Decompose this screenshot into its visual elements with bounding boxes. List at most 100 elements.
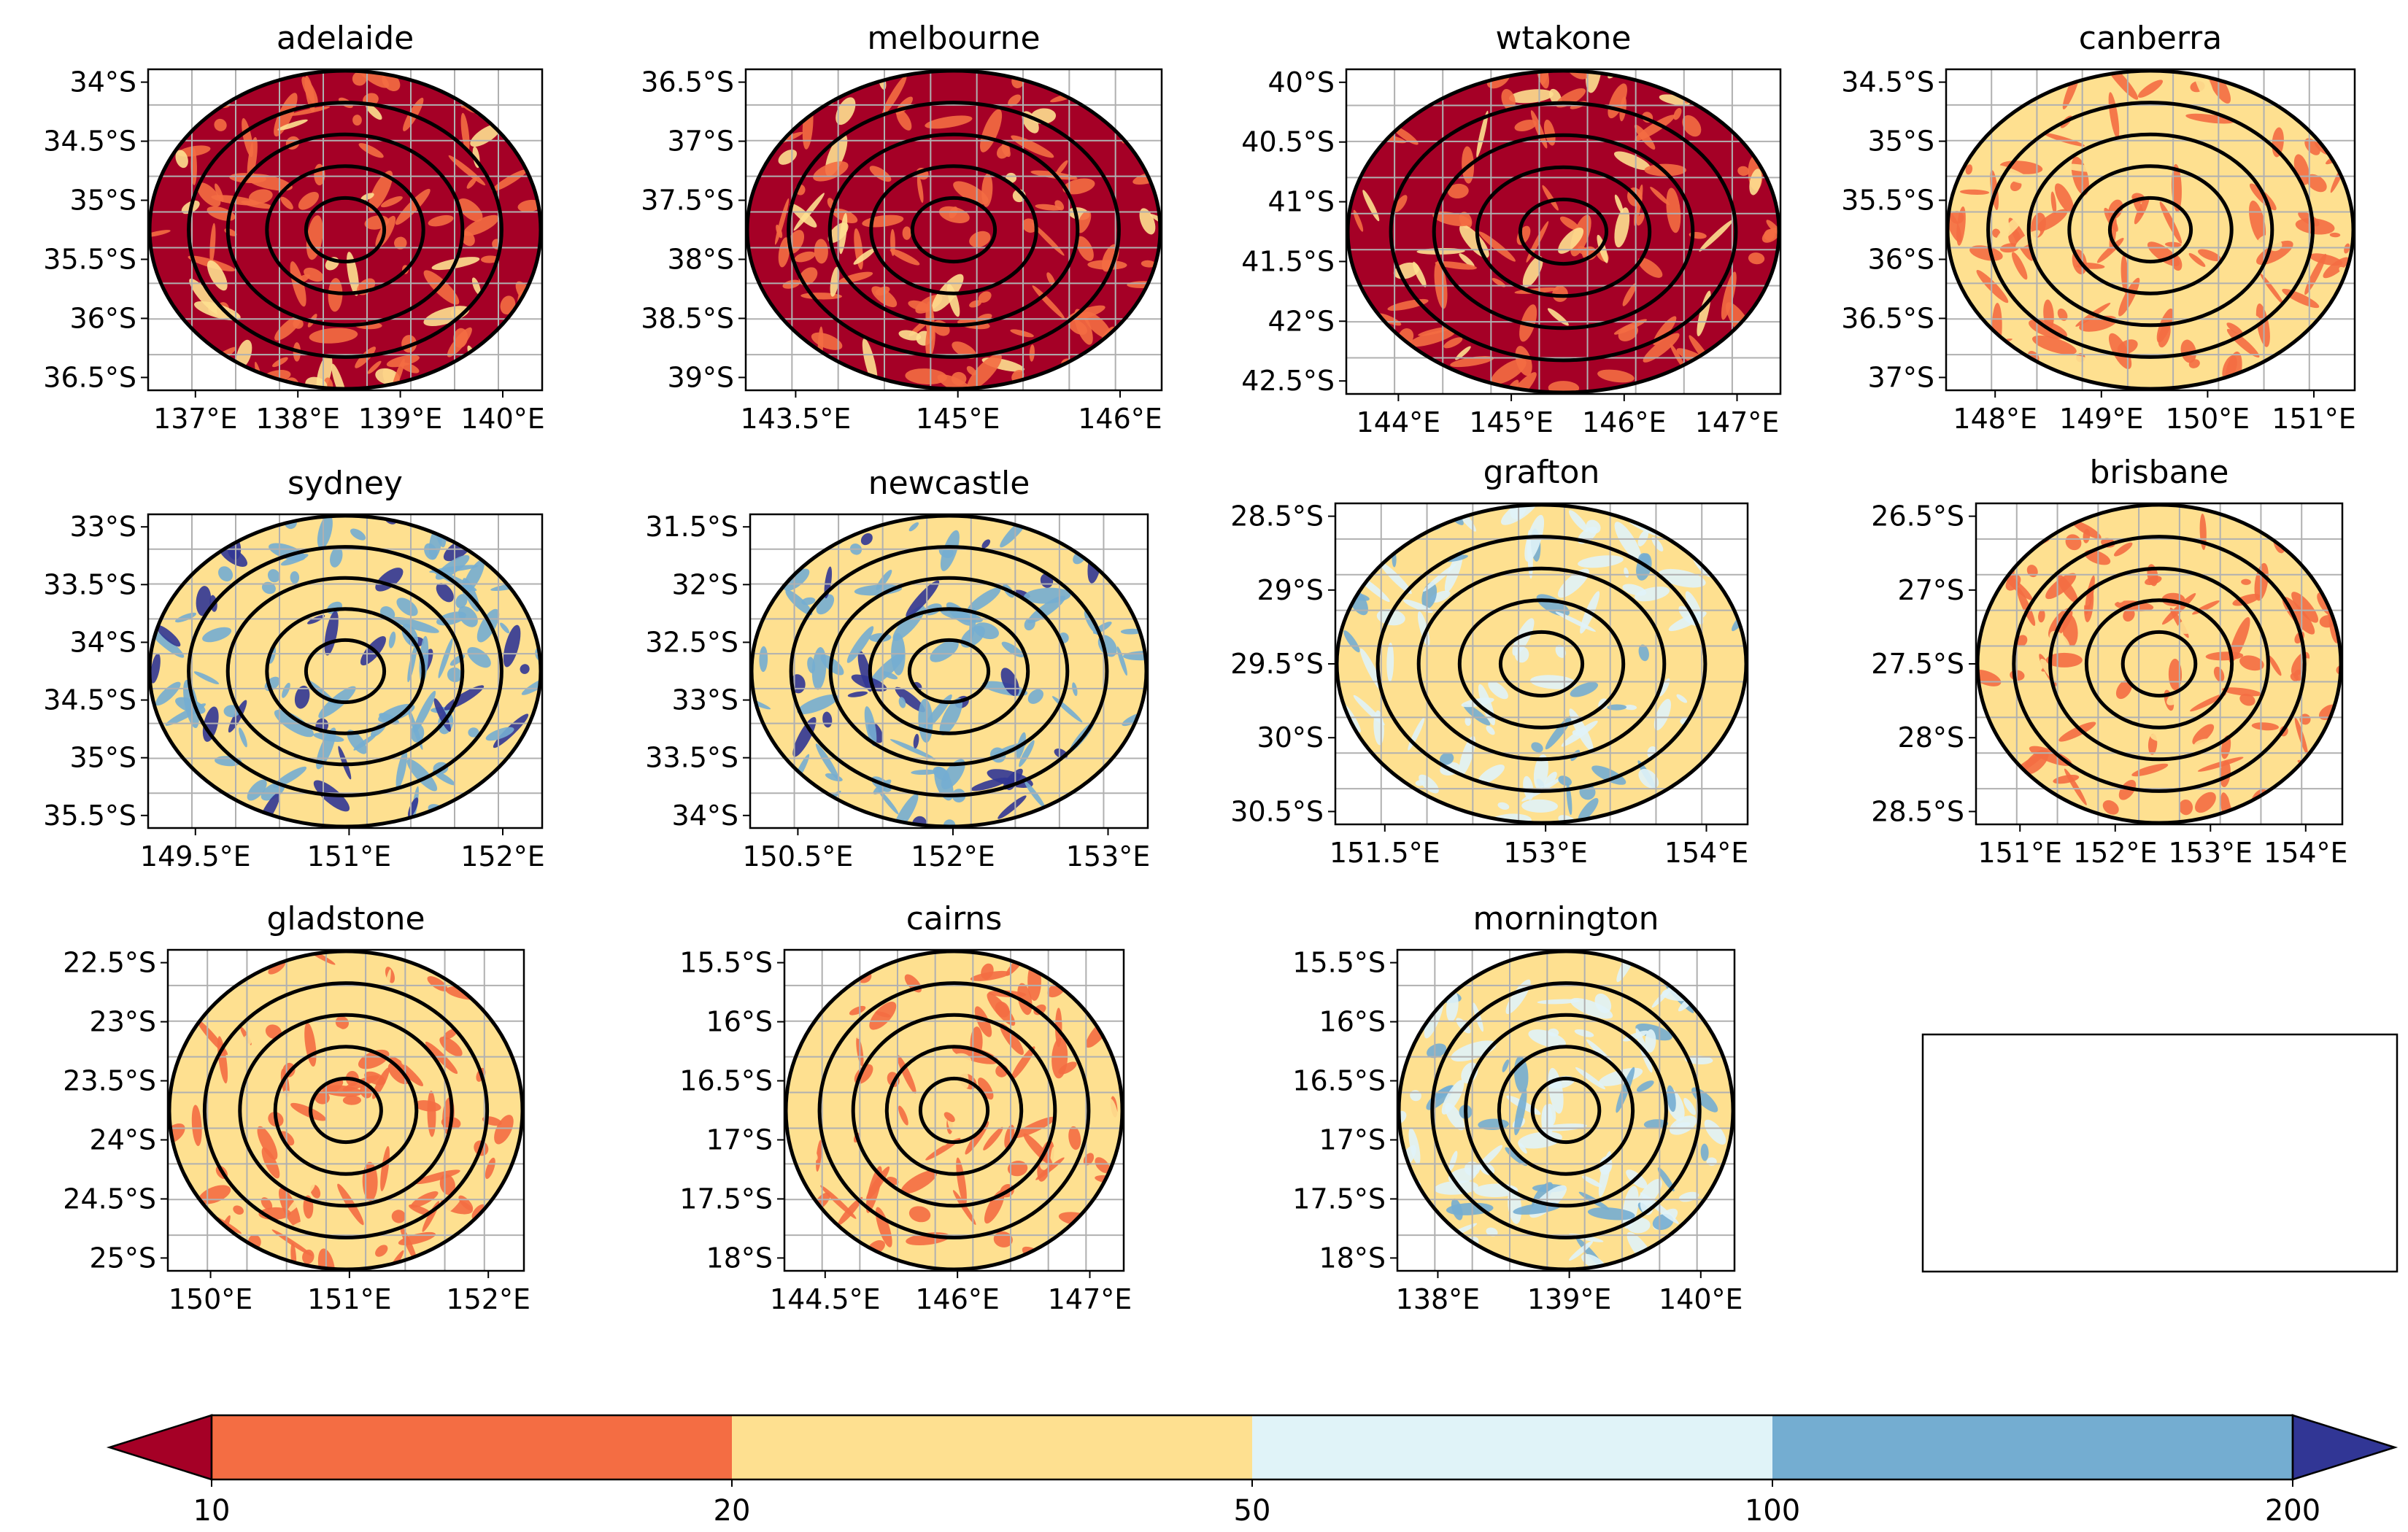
y-tick-label: 38°S: [668, 243, 734, 275]
x-tick-label: 152°E: [446, 1283, 530, 1315]
y-tick-label: 35.5°S: [43, 243, 136, 275]
panel-title: cairns: [906, 900, 1003, 937]
gridlines: [1397, 950, 1734, 1271]
x-tick-label: 149°E: [2059, 403, 2144, 435]
panel-cairns: cairns 144.5°E 146°E 147°E 15.5°S 16°S 16.5°S 1…: [679, 900, 1132, 1315]
panel-title: newcastle: [868, 465, 1030, 502]
panel-title: sydney: [288, 465, 403, 502]
panel-title: grafton: [1483, 454, 1600, 491]
panel-gladstone: gladstone 150°E 151°E 152°E 22.5°S 23°S 23.5°S…: [63, 900, 530, 1315]
panel-title: canberra: [2079, 20, 2222, 57]
x-tick-label: 149.5°E: [140, 840, 251, 873]
range-rings: [749, 514, 1149, 829]
x-tick-label: 150°E: [169, 1283, 253, 1315]
x-tick-label: 140°E: [460, 403, 545, 435]
panel-title: wtakone: [1496, 20, 1632, 57]
y-tick-label: 27.5°S: [1871, 648, 1964, 680]
range-rings: [1975, 503, 2343, 825]
y-tick-label: 30°S: [1257, 721, 1324, 754]
x-tick-label: 147°E: [1048, 1283, 1132, 1315]
y-tick-label: 33°S: [672, 684, 738, 716]
colorbar-tick-label: 50: [1234, 1494, 1271, 1528]
x-tick-label: 137°E: [153, 403, 238, 435]
y-tick-label: 17°S: [1319, 1123, 1386, 1156]
y-tick-label: 34°S: [70, 66, 136, 98]
x-tick-label: 150°E: [2166, 403, 2250, 435]
x-tick-label: 144°E: [1357, 406, 1441, 438]
y-tick-label: 38.5°S: [641, 302, 734, 334]
axes-frame: [1345, 68, 1782, 395]
panel-adelaide: adelaide 137°E 138°E 139°E 140°E 34°S 34.5°S 35…: [43, 20, 545, 435]
x-tick-label: 153°E: [1503, 837, 1588, 869]
colorbar-tick-label: 200: [2265, 1494, 2320, 1528]
colorbar-extend-high: [2291, 1414, 2399, 1481]
y-tick-label: 16.5°S: [679, 1065, 773, 1097]
x-tick-label: 144.5°E: [770, 1283, 881, 1315]
gridlines: [148, 514, 542, 828]
colorbar-extend-low: [106, 1414, 213, 1481]
y-tick-label: 41.5°S: [1241, 245, 1335, 277]
y-tick-label: 17°S: [706, 1123, 773, 1156]
y-tick-label: 33.5°S: [645, 742, 738, 774]
panel-newcastle: newcastle 150.5°E 152°E 153°E 31.5°S 32°S 32.5…: [645, 465, 1150, 873]
x-tick-label: 139°E: [1527, 1283, 1612, 1315]
gridlines: [1976, 503, 2342, 824]
y-tick-label: 25°S: [90, 1242, 156, 1274]
axes-frame: [1396, 948, 1736, 1272]
panel-wtakone: wtakone 144°E 145°E 146°E 147°E 40°S 40.5°S 41°…: [1241, 20, 1782, 438]
y-tick-label: 18°S: [1319, 1242, 1386, 1274]
x-tick-label: 151°E: [2272, 403, 2356, 435]
y-tick-label: 16°S: [706, 1006, 773, 1038]
y-tick-label: 36.5°S: [1841, 302, 1934, 334]
radar-field: [1948, 71, 2353, 389]
panel-brisbane: brisbane 151°E 152°E 153°E 154°E 26.5°S 27°S 27…: [1871, 454, 2347, 869]
y-tick-label: 42°S: [1268, 305, 1335, 337]
y-tick-label: 17.5°S: [679, 1183, 773, 1215]
radar-field: [150, 516, 541, 827]
panel-mornington: mornington 138°E 139°E 140°E 15.5°S 16°S 16.5°…: [1292, 900, 1743, 1315]
axes-frame: [744, 68, 1163, 392]
x-tick-label: 148°E: [1953, 403, 2037, 435]
colorbar-tick-label: 20: [714, 1494, 751, 1528]
y-tick-label: 24.5°S: [63, 1183, 156, 1215]
y-tick-label: 36.5°S: [641, 66, 734, 98]
panel-title: melbourne: [867, 20, 1040, 57]
x-tick-label: 139°E: [358, 403, 443, 435]
y-tick-label: 35°S: [70, 185, 136, 217]
y-tick-label: 33.5°S: [43, 568, 136, 600]
axes-frame: [783, 948, 1125, 1272]
y-tick-label: 33°S: [70, 511, 136, 543]
gridlines: [168, 950, 524, 1271]
y-tick-label: 40°S: [1268, 66, 1335, 98]
y-tick-label: 16°S: [1319, 1006, 1386, 1038]
range-rings: [147, 514, 543, 829]
x-tick-label: 146°E: [1078, 403, 1162, 435]
y-tick-label: 26.5°S: [1871, 500, 1964, 533]
x-tick-label: 152°E: [460, 840, 545, 873]
y-tick-label: 24°S: [90, 1123, 156, 1156]
radar-field: [1399, 951, 1733, 1269]
y-tick-label: 37.5°S: [641, 185, 734, 217]
x-tick-label: 147°E: [1695, 406, 1780, 438]
range-rings: [1397, 949, 1735, 1272]
y-tick-label: 31.5°S: [645, 511, 738, 543]
gridlines: [784, 950, 1124, 1271]
x-tick-label: 154°E: [2264, 837, 2348, 869]
x-tick-label: 145°E: [916, 403, 1000, 435]
gridlines: [750, 514, 1148, 828]
x-tick-label: 151°E: [307, 840, 392, 873]
radar-field: [747, 71, 1160, 389]
panel-canberra: canberra 148°E 149°E 150°E 151°E 34.5°S 35°S 35…: [1841, 20, 2356, 435]
x-tick-label: 140°E: [1659, 1283, 1743, 1315]
y-tick-label: 34°S: [70, 626, 136, 658]
gridlines: [746, 69, 1162, 390]
y-tick-label: 41°S: [1268, 186, 1335, 218]
x-tick-label: 151.5°E: [1330, 837, 1440, 869]
y-tick-label: 34.5°S: [43, 125, 136, 158]
y-tick-label: 16.5°S: [1292, 1065, 1386, 1097]
radar-field: [150, 71, 541, 389]
y-tick-label: 32.5°S: [645, 626, 738, 658]
y-tick-label: 28°S: [1898, 721, 1964, 754]
y-tick-label: 28.5°S: [1871, 795, 1964, 827]
